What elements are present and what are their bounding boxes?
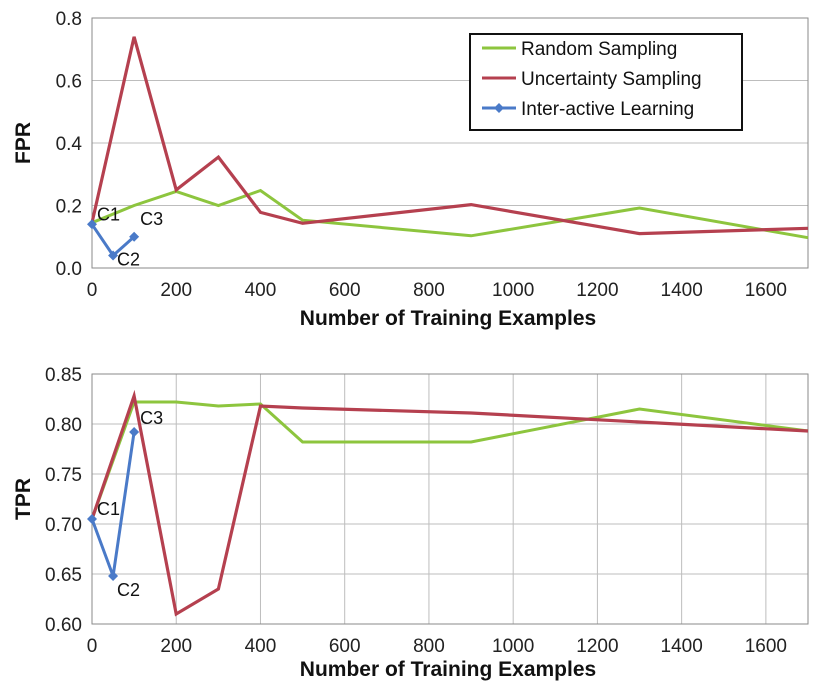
- tpr-xtick-label: 1600: [745, 636, 787, 657]
- fpr-chart: 0.0 0.2 0.4 0.6 0.8 0 200 400 600 800 1000 1200 1400…: [12, 9, 809, 330]
- tpr-ytick-label: 0.85: [45, 365, 82, 386]
- tpr-plot-frame: [91, 373, 809, 625]
- tpr-interactive-point: [129, 427, 140, 437]
- tpr-point-label-c3: C3: [140, 408, 163, 428]
- fpr-ytick-label: 0.8: [56, 9, 82, 30]
- tpr-series-random-line: [90, 400, 809, 520]
- tpr-ytick-label: 0.80: [45, 415, 82, 436]
- tpr-xtick-label: 1400: [661, 636, 703, 657]
- tpr-ytick-label: 0.75: [45, 465, 82, 486]
- tpr-interactive-point: [108, 571, 119, 581]
- fpr-interactive-point: [129, 231, 140, 242]
- tpr-chart: 0.60 0.65 0.70 0.75 0.80 0.85 0 200 400 600 800 100…: [12, 365, 809, 681]
- tpr-interactive-point: [87, 514, 97, 524]
- fpr-ytick-label: 0.2: [56, 197, 82, 218]
- legend-label-random: Random Sampling: [521, 39, 677, 60]
- tpr-series-uncertainty-line: [90, 389, 809, 617]
- legend-box: [469, 33, 743, 131]
- fpr-point-label-c2: C2: [117, 250, 140, 270]
- legend: Random Sampling Uncertainty Sampling Inter…: [469, 33, 743, 131]
- tpr-xtick-label: 400: [245, 636, 277, 657]
- fpr-xtick-label: 1000: [492, 280, 534, 301]
- fpr-xtick-label: 1600: [745, 280, 787, 301]
- tpr-xtick-label: 0: [87, 636, 98, 657]
- tpr-ytick-label: 0.65: [45, 565, 82, 586]
- fpr-point-label-c1: C1: [97, 204, 120, 224]
- fpr-xtick-label: 400: [245, 280, 277, 301]
- fpr-xtick-label: 600: [329, 280, 361, 301]
- fpr-xtick-label: 0: [87, 280, 98, 301]
- tpr-xtick-label: 800: [413, 636, 445, 657]
- tpr-xtick-label: 200: [160, 636, 192, 657]
- fpr-point-label-c3: C3: [140, 209, 163, 229]
- tpr-xtick-label: 1000: [492, 636, 534, 657]
- fpr-xtick-label: 1400: [661, 280, 703, 301]
- fpr-ytick-label: 0.4: [56, 134, 83, 155]
- fpr-y-axis-title: FPR: [12, 122, 35, 164]
- fpr-xtick-label: 200: [160, 280, 192, 301]
- fpr-ytick-label: 0.0: [56, 259, 82, 280]
- fpr-xtick-label: 1200: [576, 280, 618, 301]
- fpr-xtick-label: 800: [413, 280, 445, 301]
- tpr-xtick-label: 1200: [576, 636, 618, 657]
- fpr-x-axis-title: Number of Training Examples: [300, 307, 596, 330]
- legend-label-uncertainty: Uncertainty Sampling: [521, 69, 702, 90]
- tpr-x-axis-title: Number of Training Examples: [300, 658, 596, 681]
- tpr-ytick-label: 0.70: [45, 515, 82, 536]
- tpr-xtick-label: 600: [329, 636, 361, 657]
- fpr-series-random-line: [91, 188, 809, 240]
- fpr-series-uncertainty-line: [90, 36, 809, 236]
- fpr-interactive-point: [108, 250, 119, 261]
- tpr-ytick-label: 0.60: [45, 615, 82, 636]
- legend-marker-interactive: [494, 103, 504, 113]
- fpr-plot-frame: [91, 17, 809, 269]
- tpr-y-axis-title: TPR: [12, 478, 35, 520]
- fpr-ytick-label: 0.6: [56, 72, 82, 93]
- tpr-point-label-c2: C2: [117, 580, 140, 600]
- legend-label-interactive: Inter-active Learning: [521, 99, 694, 120]
- tpr-point-label-c1: C1: [97, 499, 120, 519]
- fpr-interactive-point: [87, 219, 97, 230]
